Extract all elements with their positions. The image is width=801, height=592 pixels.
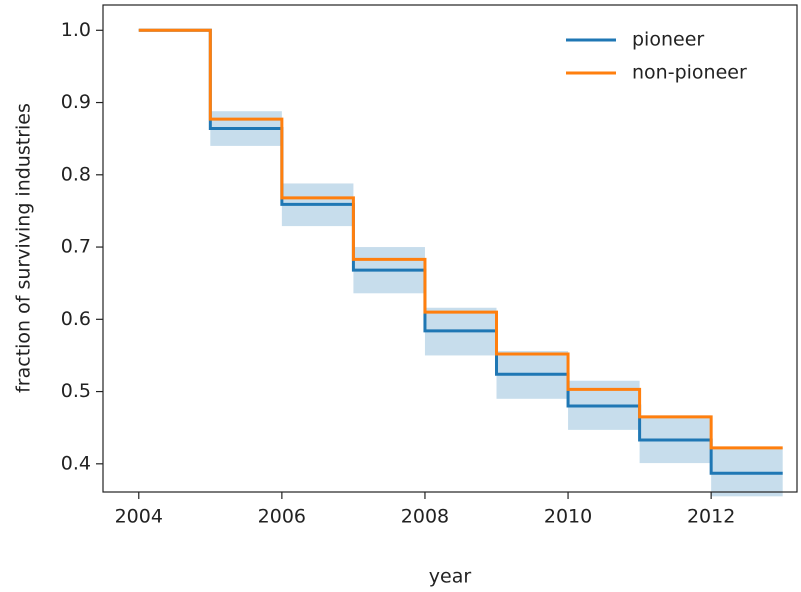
x-tick-label: 2004 — [115, 506, 163, 528]
legend-label: pioneer — [632, 29, 704, 51]
x-axis-label: year — [429, 566, 472, 588]
y-tick-label: 0.8 — [61, 163, 91, 185]
x-tick-label: 2006 — [258, 506, 306, 528]
x-tick-label: 2008 — [401, 506, 449, 528]
y-tick-label: 0.5 — [61, 380, 91, 402]
x-tick-label: 2012 — [687, 506, 735, 528]
y-tick-label: 0.9 — [61, 91, 91, 113]
step-line — [138, 28, 783, 450]
y-tick-label: 0.6 — [61, 308, 91, 330]
x-tick-label: 2010 — [544, 506, 592, 528]
y-tick-label: 0.4 — [61, 452, 91, 474]
y-tick-label: 0.7 — [61, 236, 91, 258]
step-line — [138, 28, 783, 475]
legend-label: non-pioneer — [632, 62, 747, 84]
plot-frame — [102, 4, 798, 493]
y-axis-label: fraction of surviving industries — [13, 103, 35, 393]
y-tick-label: 1.0 — [61, 19, 91, 41]
